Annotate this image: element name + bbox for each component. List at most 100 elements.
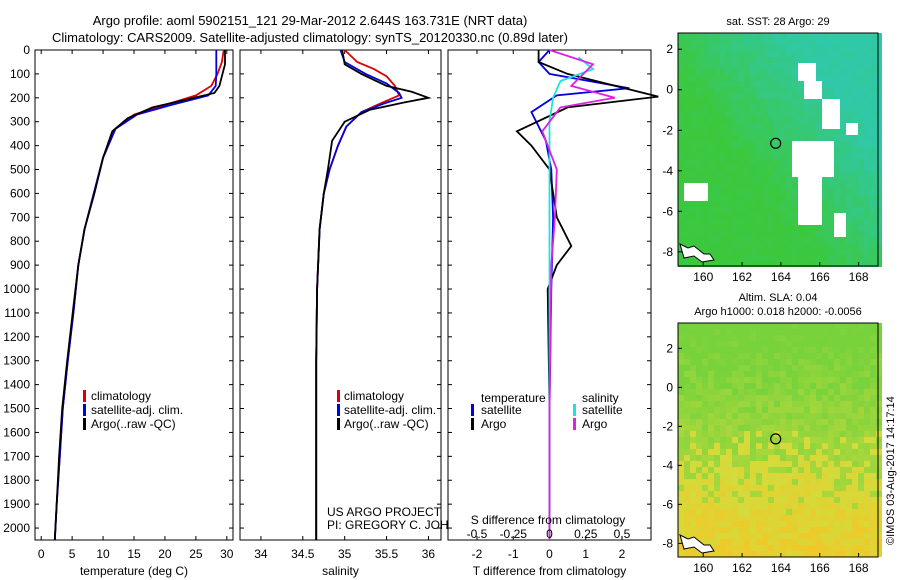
heatmap-cell	[726, 323, 732, 329]
heatmap-cell	[828, 401, 834, 407]
heatmap-cell	[822, 93, 828, 99]
heatmap-cell	[822, 383, 828, 389]
heatmap-cell	[714, 515, 720, 521]
heatmap-cell	[816, 75, 822, 81]
heatmap-cell	[678, 521, 684, 527]
heatmap-cell	[696, 365, 702, 371]
heatmap-cell	[714, 207, 720, 213]
heatmap-cell	[840, 99, 846, 105]
heatmap-cell	[840, 147, 846, 153]
heatmap-cell	[678, 219, 684, 225]
heatmap-cell	[738, 353, 744, 359]
heatmap-cell	[780, 527, 786, 533]
heatmap-cell	[726, 123, 732, 129]
heatmap-cell	[822, 51, 828, 57]
heatmap-cell	[810, 33, 816, 39]
heatmap-cell	[684, 153, 690, 159]
heatmap-cell	[768, 45, 774, 51]
heatmap-cell	[726, 87, 732, 93]
heatmap-cell	[810, 201, 816, 207]
heatmap-cell	[876, 45, 882, 51]
heatmap-cell	[780, 341, 786, 347]
heatmap-cell	[756, 473, 762, 479]
heatmap-cell	[738, 323, 744, 329]
heatmap-cell	[702, 467, 708, 473]
heatmap-cell	[804, 141, 810, 147]
legend-label: Argo	[582, 417, 608, 431]
heatmap-cell	[714, 117, 720, 123]
heatmap-cell	[684, 521, 690, 527]
heatmap-cell	[810, 45, 816, 51]
heatmap-cell	[852, 171, 858, 177]
heatmap-cell	[768, 75, 774, 81]
heatmap-cell	[786, 437, 792, 443]
heatmap-cell	[708, 177, 714, 183]
heatmap-cell	[750, 431, 756, 437]
heatmap-cell	[798, 219, 804, 225]
heatmap-cell	[840, 159, 846, 165]
heatmap-cell	[696, 467, 702, 473]
heatmap-cell	[816, 407, 822, 413]
heatmap-cell	[678, 183, 684, 189]
heatmap-cell	[804, 123, 810, 129]
legend-swatch	[337, 404, 340, 416]
heatmap-cell	[690, 135, 696, 141]
heatmap-cell	[876, 329, 882, 335]
heatmap-cell	[732, 419, 738, 425]
heatmap-cell	[762, 437, 768, 443]
heatmap-cell	[846, 135, 852, 141]
heatmap-cell	[876, 57, 882, 63]
heatmap-cell	[732, 129, 738, 135]
heatmap-cell	[720, 455, 726, 461]
heatmap-cell	[804, 207, 810, 213]
heatmap-cell	[726, 141, 732, 147]
heatmap-cell	[750, 425, 756, 431]
heatmap-cell	[720, 75, 726, 81]
heatmap-cell	[774, 39, 780, 45]
heatmap-cell	[810, 437, 816, 443]
heatmap-cell	[816, 123, 822, 129]
heatmap-cell	[732, 335, 738, 341]
heatmap-cell	[756, 225, 762, 231]
heatmap-cell	[798, 105, 804, 111]
heatmap-cell	[702, 359, 708, 365]
heatmap-cell	[690, 323, 696, 329]
heatmap-cell	[780, 63, 786, 69]
heatmap-cell	[762, 515, 768, 521]
heatmap-cell	[822, 63, 828, 69]
heatmap-cell	[738, 527, 744, 533]
heatmap-cell	[756, 111, 762, 117]
heatmap-cell	[708, 425, 714, 431]
heatmap-cell	[678, 365, 684, 371]
heatmap-cell	[846, 105, 852, 111]
heatmap-cell	[852, 467, 858, 473]
heatmap-cell	[864, 473, 870, 479]
y-tick-label: -8	[662, 245, 673, 259]
x-tick-label: 5	[69, 547, 76, 561]
heatmap-cell	[780, 515, 786, 521]
heatmap-cell	[846, 383, 852, 389]
heatmap-cell	[690, 515, 696, 521]
heatmap-cell	[714, 425, 720, 431]
heatmap-cell	[738, 189, 744, 195]
heatmap-cell	[690, 51, 696, 57]
heatmap-cell	[810, 449, 816, 455]
y-tick-label: 1400	[3, 378, 30, 392]
heatmap-cell	[792, 461, 798, 467]
heatmap-cell	[696, 147, 702, 153]
heatmap-cell	[834, 431, 840, 437]
heatmap-cell	[834, 183, 840, 189]
heatmap-cell	[774, 473, 780, 479]
heatmap-cell	[876, 347, 882, 353]
heatmap-cell	[852, 183, 858, 189]
heatmap-cell	[756, 335, 762, 341]
heatmap-cell	[702, 63, 708, 69]
heatmap-cell	[804, 419, 810, 425]
heatmap-cell	[678, 503, 684, 509]
heatmap-cell	[864, 353, 870, 359]
heatmap-cell	[804, 413, 810, 419]
heatmap-cell	[810, 99, 816, 105]
heatmap-cell	[684, 171, 690, 177]
heatmap-cell	[822, 261, 828, 267]
heatmap-cell	[732, 63, 738, 69]
